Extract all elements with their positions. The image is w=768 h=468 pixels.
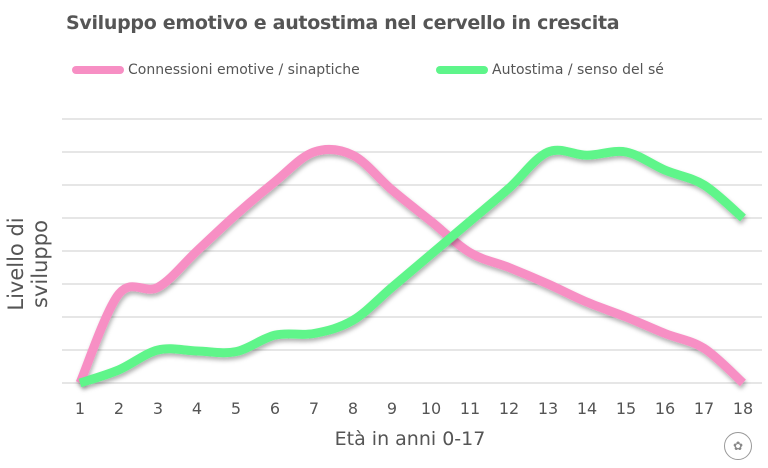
x-tick-label: 1 xyxy=(75,399,85,418)
chart-title: Sviluppo emotivo e autostima nel cervell… xyxy=(66,12,620,34)
legend-item-autostima: Autostima / senso del sé xyxy=(436,62,664,78)
x-tick-label: 16 xyxy=(655,399,675,418)
series-line-1 xyxy=(78,145,746,388)
x-tick-label: 18 xyxy=(733,399,753,418)
legend-swatch xyxy=(72,66,124,74)
x-tick-label: 11 xyxy=(460,399,480,418)
x-tick-label: 7 xyxy=(309,399,319,418)
x-tick-label: 13 xyxy=(538,399,558,418)
series-line-0 xyxy=(75,144,747,387)
x-tick-label: 2 xyxy=(114,399,124,418)
x-tick-label: 3 xyxy=(153,399,163,418)
watermark-logo: ✿ xyxy=(724,432,752,460)
x-tick-label: 15 xyxy=(616,399,636,418)
y-axis-label: Livello di sviluppo xyxy=(4,217,52,311)
x-tick-label: 8 xyxy=(348,399,358,418)
legend-item-connessioni: Connessioni emotive / sinaptiche xyxy=(72,62,360,78)
x-tick-label: 5 xyxy=(231,399,241,418)
x-tick-label: 9 xyxy=(387,399,397,418)
x-axis-label: Età in anni 0-17 xyxy=(334,428,486,450)
legend-swatch xyxy=(436,66,488,74)
x-tick-label: 12 xyxy=(499,399,519,418)
legend-label: Connessioni emotive / sinaptiche xyxy=(128,62,360,78)
x-tick-label: 14 xyxy=(577,399,597,418)
x-tick-label: 10 xyxy=(421,399,441,418)
x-tick-label: 6 xyxy=(270,399,280,418)
x-tick-label: 17 xyxy=(694,399,714,418)
x-tick-label: 4 xyxy=(192,399,202,418)
legend-label: Autostima / senso del sé xyxy=(492,62,664,78)
